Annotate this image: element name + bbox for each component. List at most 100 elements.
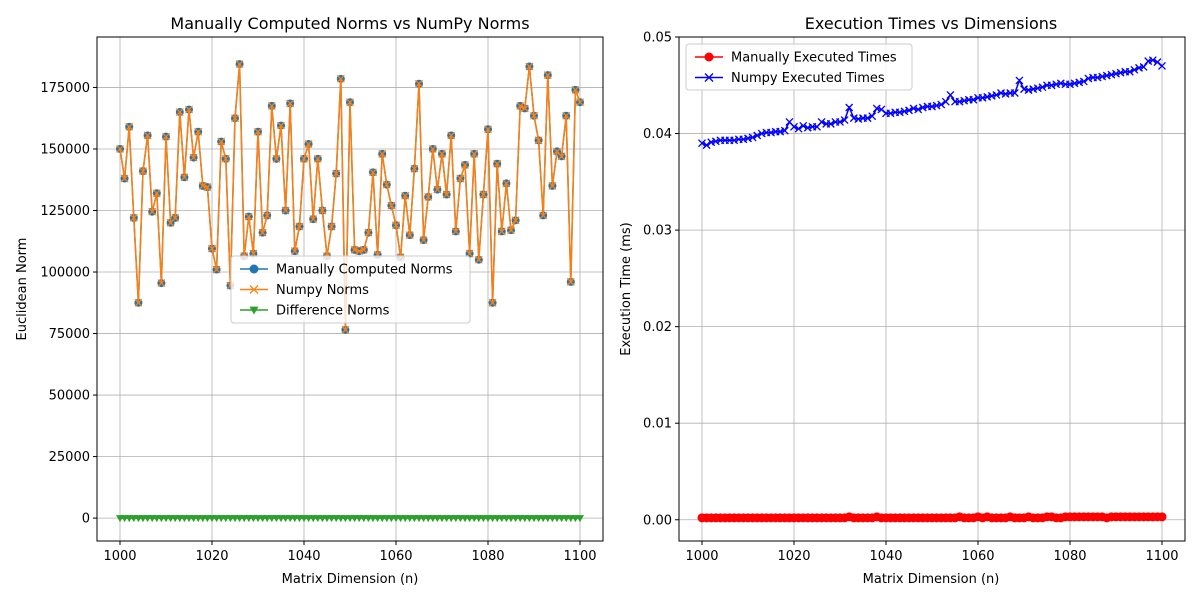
x-tick-label: 1020 bbox=[195, 549, 228, 564]
data-point bbox=[548, 181, 557, 190]
data-point bbox=[263, 211, 272, 220]
data-point bbox=[277, 121, 285, 130]
data-point bbox=[780, 126, 789, 135]
data-point bbox=[254, 127, 262, 136]
x-tick-label: 1100 bbox=[1145, 549, 1178, 564]
execution-times-chart-legend: Manually Executed Times Numpy Executed Ti… bbox=[685, 43, 913, 91]
data-point bbox=[134, 298, 143, 307]
legend-marker bbox=[249, 306, 259, 315]
x-tick-label: 1060 bbox=[961, 549, 994, 564]
data-point bbox=[175, 108, 184, 117]
data-point bbox=[1148, 56, 1157, 65]
legend-label: Numpy Executed Times bbox=[731, 71, 885, 86]
data-point bbox=[258, 228, 267, 237]
data-point bbox=[318, 206, 327, 215]
data-point bbox=[125, 122, 134, 131]
norms-chart-title: Manually Computed Norms vs NumPy Norms bbox=[170, 14, 529, 33]
data-point bbox=[212, 265, 221, 274]
data-point bbox=[217, 137, 226, 146]
x-tick-label: 1040 bbox=[287, 549, 320, 564]
y-tick-label: 25000 bbox=[49, 450, 90, 465]
y-tick-label: 175000 bbox=[40, 81, 90, 96]
y-tick-label: 0 bbox=[82, 512, 90, 527]
data-point bbox=[300, 154, 308, 163]
data-point bbox=[198, 181, 207, 190]
data-point bbox=[304, 140, 313, 149]
data-point bbox=[470, 149, 479, 158]
data-point bbox=[171, 213, 180, 222]
data-point bbox=[941, 97, 950, 106]
data-point bbox=[520, 104, 529, 113]
data-point bbox=[702, 141, 711, 150]
data-point bbox=[566, 277, 575, 286]
data-point bbox=[914, 105, 923, 114]
x-tick-label: 1100 bbox=[563, 549, 596, 564]
data-point bbox=[295, 222, 304, 231]
data-point bbox=[969, 95, 978, 104]
data-point bbox=[516, 101, 525, 110]
x-tick-label: 1060 bbox=[379, 549, 412, 564]
data-point bbox=[152, 189, 161, 198]
data-point bbox=[840, 116, 849, 124]
y-tick-label: 100000 bbox=[40, 266, 90, 281]
series-numpy-executed-times bbox=[698, 56, 1166, 150]
data-point bbox=[1158, 62, 1166, 70]
y-tick-label: 125000 bbox=[40, 204, 90, 219]
execution-times-chart-ylabel: Execution Time (ms) bbox=[619, 222, 634, 355]
data-point bbox=[698, 139, 706, 148]
data-point bbox=[1139, 62, 1148, 71]
data-point bbox=[461, 161, 469, 169]
data-point bbox=[576, 98, 584, 107]
data-point bbox=[433, 185, 442, 194]
data-point bbox=[479, 190, 488, 199]
data-point bbox=[313, 154, 322, 163]
series-manually-executed-times bbox=[697, 512, 1167, 523]
data-point bbox=[405, 231, 414, 240]
y-tick-label: 0.02 bbox=[643, 320, 672, 335]
data-point bbox=[447, 131, 456, 140]
y-tick-label: 0.04 bbox=[643, 127, 672, 142]
data-point bbox=[162, 132, 170, 141]
data-point bbox=[1157, 512, 1167, 522]
data-point bbox=[474, 255, 483, 264]
y-tick-label: 75000 bbox=[49, 327, 90, 342]
data-point bbox=[208, 244, 216, 253]
data-point bbox=[992, 90, 1001, 99]
data-point bbox=[905, 106, 913, 115]
data-point bbox=[139, 167, 147, 176]
series-difference-norms bbox=[116, 515, 584, 523]
data-point bbox=[530, 111, 538, 120]
x-tick-label: 1040 bbox=[869, 549, 902, 564]
data-point bbox=[937, 100, 946, 109]
data-point bbox=[428, 145, 437, 153]
data-point bbox=[845, 103, 854, 112]
data-point bbox=[576, 515, 584, 523]
data-point bbox=[1079, 77, 1088, 86]
data-point bbox=[129, 213, 138, 222]
data-point bbox=[203, 183, 212, 192]
legend-marker bbox=[249, 264, 259, 274]
legend-marker bbox=[249, 285, 259, 294]
data-point bbox=[502, 179, 511, 188]
legend-item: Manually Executed Times bbox=[695, 51, 897, 66]
data-point bbox=[748, 133, 757, 142]
data-point bbox=[571, 85, 580, 94]
data-point bbox=[369, 168, 377, 177]
data-point bbox=[364, 228, 373, 237]
data-point bbox=[336, 74, 345, 83]
y-tick-label: 0.00 bbox=[643, 513, 672, 528]
data-point bbox=[189, 153, 198, 162]
data-point bbox=[442, 190, 451, 199]
data-point bbox=[817, 118, 826, 126]
y-tick-label: 0.03 bbox=[643, 224, 672, 239]
legend-marker bbox=[704, 52, 714, 62]
data-point bbox=[1130, 65, 1139, 74]
data-point bbox=[543, 71, 552, 80]
y-tick-label: 150000 bbox=[40, 142, 90, 157]
data-point bbox=[826, 119, 835, 128]
data-point bbox=[753, 131, 762, 140]
data-point bbox=[493, 159, 502, 168]
data-point bbox=[392, 221, 400, 230]
data-point bbox=[185, 105, 193, 114]
data-point bbox=[120, 174, 129, 183]
